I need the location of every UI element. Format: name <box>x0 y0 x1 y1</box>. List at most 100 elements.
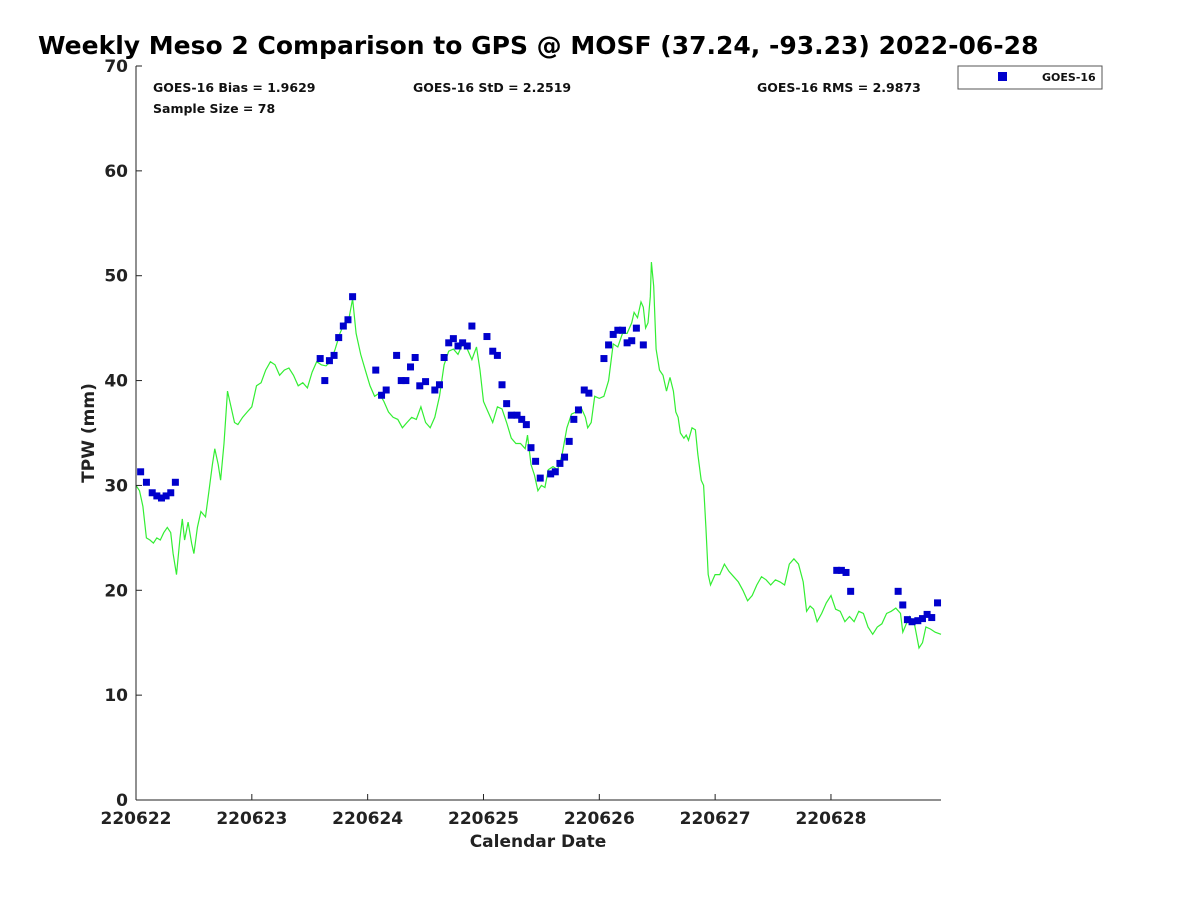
goes16-point-23 <box>411 354 419 362</box>
series-line-gps <box>135 262 942 650</box>
rms-label: GOES-16 RMS = 2.9873 <box>757 80 921 95</box>
goes16-point-74 <box>918 615 926 623</box>
x-tick-label-3: 220625 <box>448 809 519 829</box>
goes16-point-65 <box>833 566 841 574</box>
goes16-point-63 <box>632 324 640 332</box>
goes16-point-5 <box>162 492 170 500</box>
y-tick-label-5: 50 <box>104 267 128 287</box>
goes16-point-29 <box>445 339 453 347</box>
goes16-point-45 <box>532 457 540 465</box>
goes16-point-10 <box>325 357 333 365</box>
goes16-point-26 <box>431 386 439 394</box>
goes16-point-33 <box>463 342 471 350</box>
goes16-point-32 <box>459 339 467 347</box>
goes16-point-77 <box>934 599 942 607</box>
y-tick-label-4: 40 <box>104 372 128 392</box>
goes16-point-35 <box>483 333 491 341</box>
goes16-point-7 <box>171 478 179 486</box>
bias-label: GOES-16 Bias = 1.9629 <box>153 80 315 95</box>
legend-marker-goes16 <box>998 72 1007 81</box>
x-tick-label-0: 220622 <box>101 809 172 829</box>
goes16-point-9 <box>321 377 329 385</box>
goes16-point-57 <box>605 341 613 349</box>
goes16-point-70 <box>899 601 907 609</box>
goes16-point-47 <box>547 470 555 478</box>
goes16-point-58 <box>609 330 617 338</box>
sample-size-label: Sample Size = 78 <box>153 101 275 116</box>
goes16-point-30 <box>449 335 457 343</box>
goes16-point-40 <box>507 411 515 419</box>
goes16-point-13 <box>339 322 347 330</box>
goes16-point-73 <box>914 617 922 625</box>
goes16-point-60 <box>618 326 626 334</box>
goes16-point-41 <box>513 411 521 419</box>
goes16-point-36 <box>489 347 497 355</box>
goes16-point-12 <box>335 334 343 342</box>
goes16-point-28 <box>440 354 448 362</box>
goes16-point-18 <box>382 386 390 394</box>
goes16-point-43 <box>522 421 530 429</box>
goes16-point-21 <box>402 377 410 385</box>
std-label: GOES-16 StD = 2.2519 <box>413 80 571 95</box>
gps-line-layer <box>135 262 942 650</box>
goes16-point-31 <box>454 342 462 350</box>
goes16-point-54 <box>580 386 588 394</box>
goes16-point-56 <box>600 355 608 363</box>
y-tick-label-0: 0 <box>116 791 128 811</box>
goes16-point-49 <box>556 459 564 467</box>
goes16-point-55 <box>585 389 593 397</box>
x-tick-label-2: 220624 <box>332 809 403 829</box>
goes16-point-16 <box>372 366 380 374</box>
x-tick-label-6: 220628 <box>795 809 866 829</box>
goes16-point-24 <box>416 382 424 390</box>
goes16-point-53 <box>574 406 582 414</box>
legend-box <box>957 65 1103 90</box>
goes16-point-72 <box>908 618 916 626</box>
goes16-point-69 <box>894 587 902 595</box>
goes16-point-0 <box>137 468 145 476</box>
goes16-point-22 <box>407 363 415 371</box>
goes16-point-39 <box>503 400 511 408</box>
goes16-point-17 <box>378 391 386 399</box>
goes16-point-46 <box>536 474 544 482</box>
goes16-point-layer <box>137 293 942 626</box>
goes16-point-38 <box>498 381 506 389</box>
chart-title: Weekly Meso 2 Comparison to GPS @ MOSF (… <box>38 31 1038 60</box>
goes16-point-4 <box>157 494 165 502</box>
goes16-point-8 <box>316 355 324 363</box>
goes16-point-71 <box>903 616 911 624</box>
goes16-point-66 <box>837 566 845 574</box>
goes16-point-42 <box>518 415 526 423</box>
goes16-point-50 <box>561 453 569 461</box>
goes16-point-75 <box>923 610 931 618</box>
x-tick-label-1: 220623 <box>216 809 287 829</box>
goes16-point-34 <box>468 322 476 330</box>
goes16-point-19 <box>393 351 401 359</box>
goes16-point-48 <box>551 468 559 476</box>
goes16-point-25 <box>422 378 430 386</box>
goes16-point-62 <box>628 337 636 345</box>
goes16-point-59 <box>614 326 622 334</box>
y-tick-label-2: 20 <box>104 581 128 601</box>
goes16-point-61 <box>623 339 631 347</box>
goes16-point-2 <box>148 489 156 497</box>
y-tick-label-7: 70 <box>104 57 128 77</box>
y-tick-label-3: 30 <box>104 476 128 496</box>
x-axis-ticks: 220622 220623 220624 220625 220626 220627 2206… <box>101 794 866 829</box>
goes16-point-15 <box>349 293 357 301</box>
x-tick-label-5: 220627 <box>680 809 751 829</box>
goes16-point-44 <box>527 444 535 452</box>
legend: GOES-16 <box>957 65 1103 90</box>
goes16-point-52 <box>570 415 578 423</box>
goes16-point-11 <box>330 351 338 359</box>
goes16-point-64 <box>639 341 647 349</box>
goes16-point-1 <box>142 478 150 486</box>
goes16-point-51 <box>565 437 573 445</box>
y-axis-label: TPW (mm) <box>79 383 99 483</box>
goes16-point-20 <box>397 377 405 385</box>
goes16-point-14 <box>344 316 352 324</box>
goes16-point-76 <box>928 614 936 622</box>
goes16-point-27 <box>435 381 443 389</box>
goes16-point-68 <box>847 587 855 595</box>
